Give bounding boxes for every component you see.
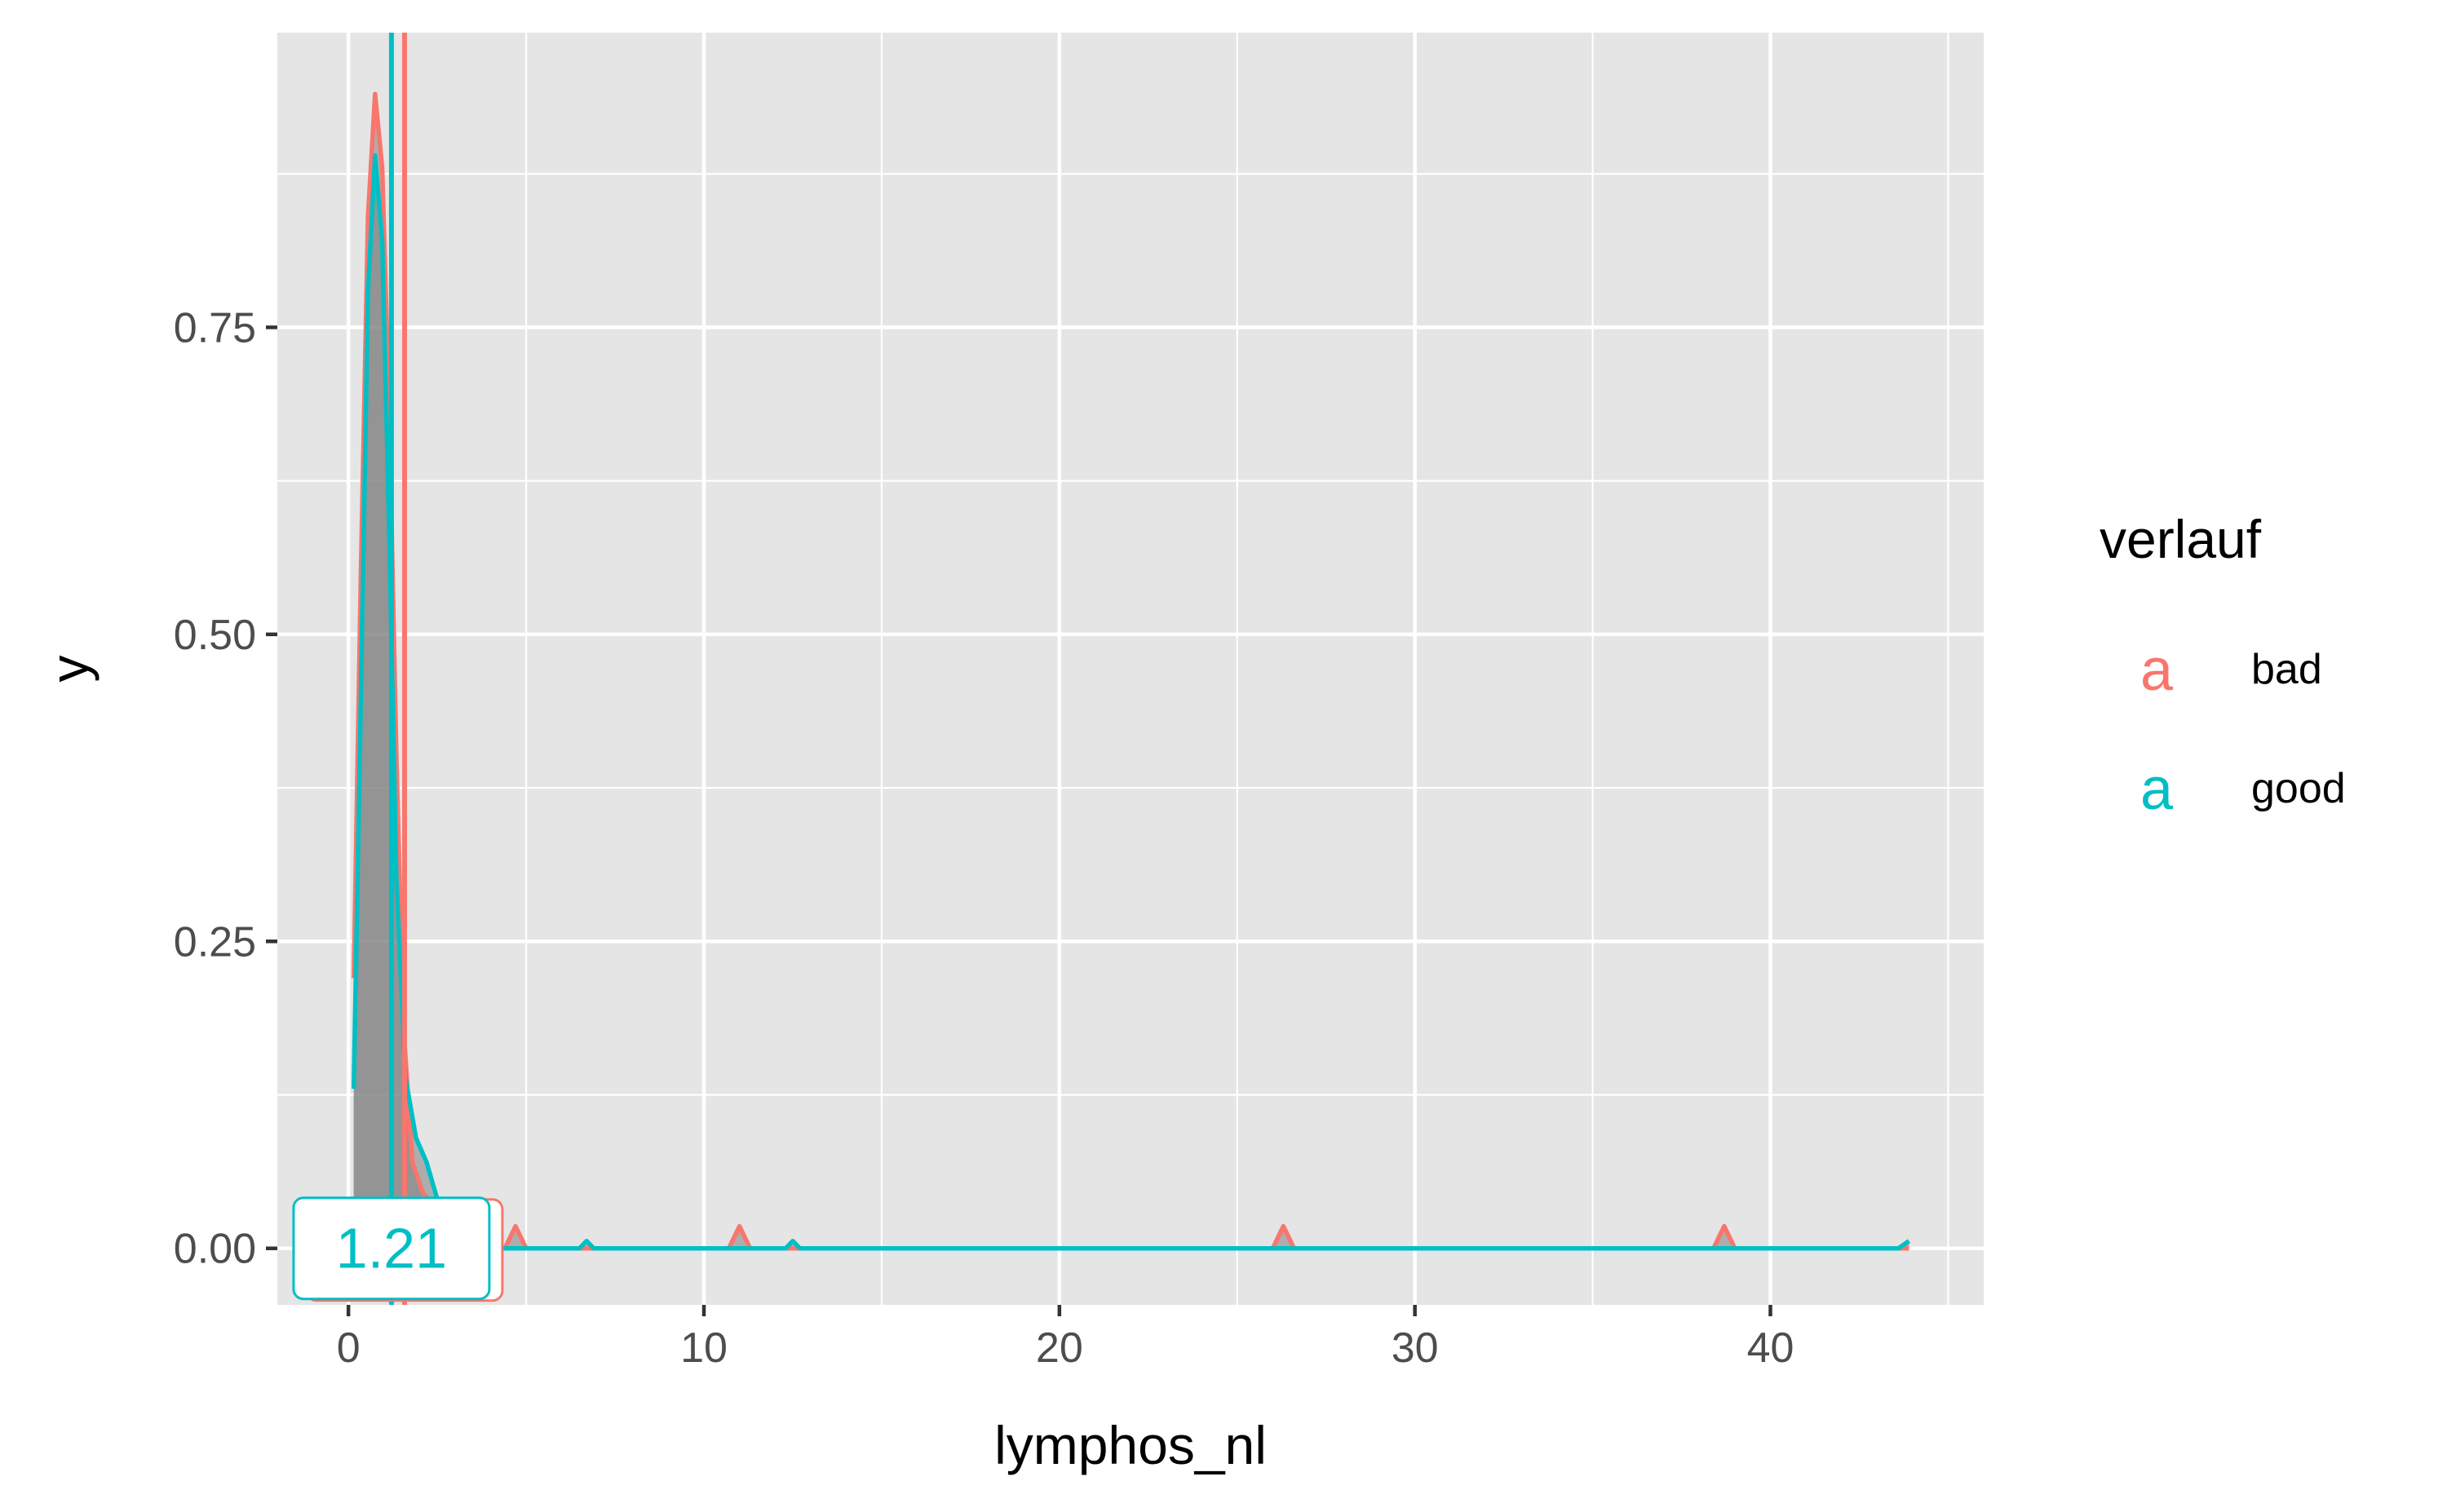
minor-gridlines bbox=[277, 33, 1984, 1305]
y-tick-label: 0.75 bbox=[174, 304, 256, 351]
y-tick-label: 0.00 bbox=[174, 1226, 256, 1273]
median-labels: 1.21 bbox=[292, 1196, 504, 1302]
x-tick-label: 0 bbox=[337, 1324, 361, 1372]
median-label-good: 1.21 bbox=[336, 1217, 447, 1280]
x-tick-label: 30 bbox=[1392, 1324, 1439, 1372]
legend-key-good: a bbox=[2140, 757, 2174, 822]
median-label-box-good bbox=[292, 1196, 491, 1301]
legend-title: verlauf bbox=[2100, 509, 2262, 569]
legend-label-bad: bad bbox=[2251, 646, 2322, 693]
y-tick-label: 0.25 bbox=[174, 918, 256, 966]
legend-label-good: good bbox=[2251, 765, 2346, 812]
legend-key-bad: a bbox=[2140, 638, 2174, 703]
panel-background bbox=[277, 33, 1984, 1305]
legend: verlauf a bad a good bbox=[2100, 509, 2346, 822]
x-tick-label: 40 bbox=[1747, 1324, 1794, 1372]
median-lines bbox=[388, 33, 408, 1305]
axes: 0 10 20 30 40 0.00 0.25 0.50 0.75 bbox=[174, 304, 1794, 1372]
y-axis-title: y bbox=[39, 656, 100, 683]
y-tick-label: 0.50 bbox=[174, 612, 256, 659]
x-tick-label: 20 bbox=[1036, 1324, 1083, 1372]
x-axis-title: lymphos_nl bbox=[994, 1415, 1267, 1475]
x-tick-label: 10 bbox=[680, 1324, 728, 1372]
